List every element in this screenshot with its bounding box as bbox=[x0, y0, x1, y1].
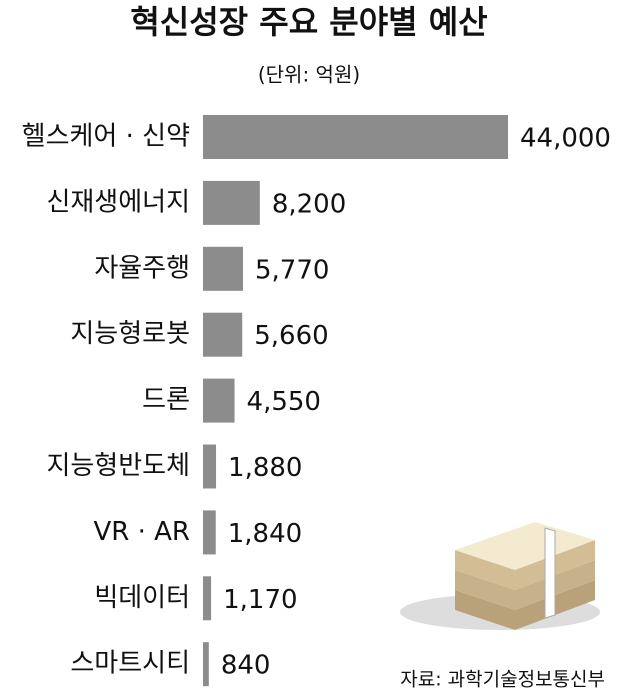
category-label: 드론 bbox=[142, 385, 190, 415]
category-label: 헬스케어 · 신약 bbox=[22, 122, 190, 152]
bar bbox=[203, 444, 217, 489]
value-label: 44,000 bbox=[520, 124, 611, 154]
category-label: VR · AR bbox=[94, 517, 191, 547]
bar bbox=[203, 246, 243, 291]
money-icon bbox=[400, 522, 600, 630]
bar bbox=[203, 115, 508, 159]
value-label: 4,550 bbox=[247, 387, 321, 417]
chart-title: 혁신성장 주요 분야별 예산 bbox=[130, 3, 487, 41]
value-label: 840 bbox=[221, 651, 271, 681]
category-label: 자율주행 bbox=[94, 253, 190, 283]
bar bbox=[203, 576, 212, 621]
bar bbox=[203, 312, 243, 357]
value-label: 8,200 bbox=[272, 189, 346, 219]
value-label: 5,660 bbox=[254, 321, 328, 351]
category-label: 빅데이터 bbox=[94, 583, 190, 613]
category-label: 지능형반도체 bbox=[46, 451, 190, 481]
source: 자료: 과학기술정보통신부 bbox=[400, 669, 605, 691]
bar bbox=[203, 180, 260, 225]
bar bbox=[203, 642, 209, 687]
value-label: 5,770 bbox=[255, 255, 329, 285]
value-label: 1,840 bbox=[228, 519, 302, 549]
chart-subtitle: (단위: 억원) bbox=[258, 63, 360, 87]
value-label: 1,880 bbox=[228, 453, 302, 483]
category-label: 신재생에너지 bbox=[46, 187, 190, 217]
category-label: 지능형로봇 bbox=[70, 319, 190, 349]
bar bbox=[203, 378, 235, 423]
value-label: 1,170 bbox=[223, 585, 297, 615]
category-label: 스마트시티 bbox=[70, 649, 190, 679]
bar bbox=[203, 510, 216, 555]
